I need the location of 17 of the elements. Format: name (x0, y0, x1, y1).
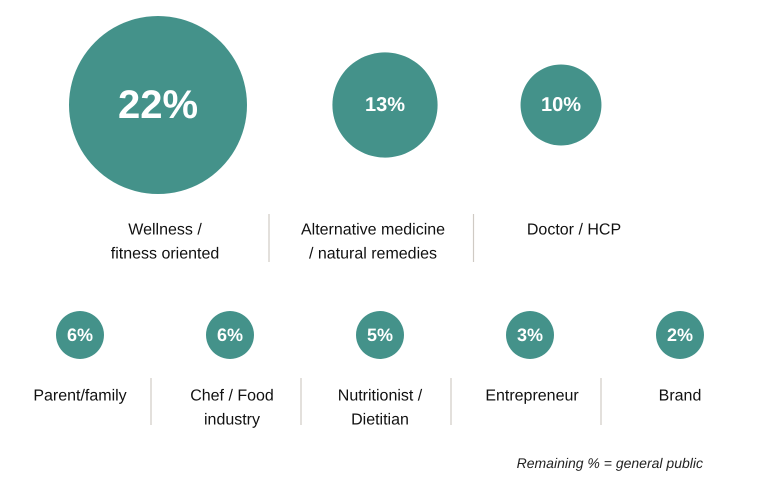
data-label: 6% (216, 325, 244, 345)
data-label: 5% (366, 325, 394, 345)
category-label: Doctor / HCP (526, 222, 622, 238)
category-label: Entrepreneur (485, 388, 580, 404)
category-label: Brand (658, 388, 702, 404)
category-label: Wellness / fitness oriented (110, 222, 220, 262)
data-label: 2% (666, 325, 694, 345)
category-label: Parent/family (33, 388, 127, 404)
data-label: 3% (516, 325, 544, 345)
category-label: Alternative medicine / natural remedies (300, 222, 446, 262)
category-label: Chef / Food industry (190, 388, 274, 428)
data-label: 13% (364, 94, 406, 116)
data-label: 6% (66, 325, 94, 345)
category-label: Nutritionist / Dietitian (338, 388, 423, 428)
text: Remaining % = general public (516, 455, 703, 471)
data-label: 10% (540, 94, 582, 116)
data-label: 22% (118, 83, 198, 127)
